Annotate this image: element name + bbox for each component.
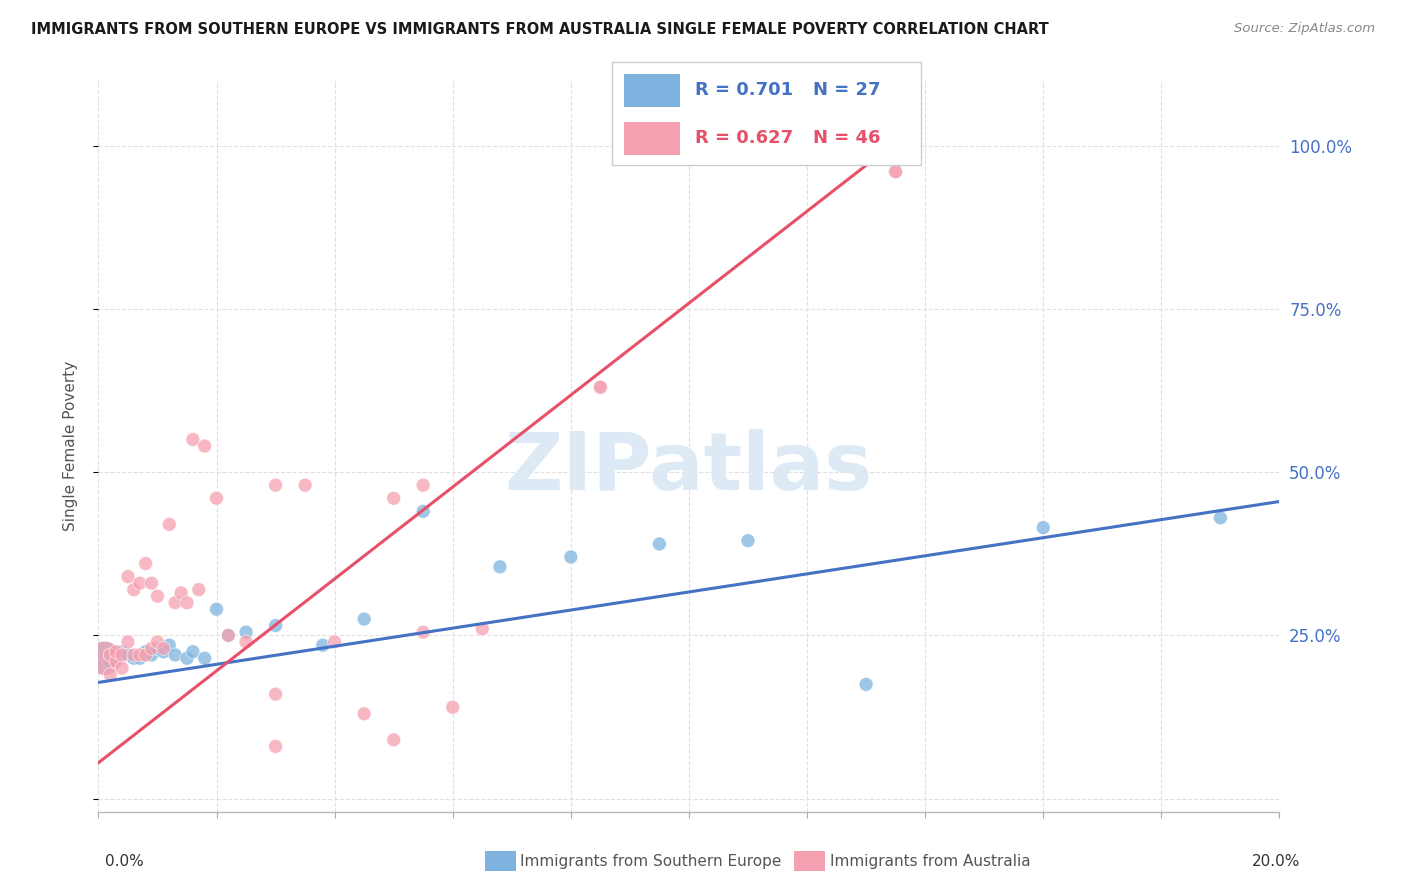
Point [264,618,287,632]
Point [589,380,612,394]
Text: Immigrants from Australia: Immigrants from Australia [830,855,1031,869]
Point [589,380,612,394]
Point [264,478,287,492]
Point [146,589,169,603]
Text: R = 0.627: R = 0.627 [695,129,793,147]
Text: N = 46: N = 46 [813,129,880,147]
Point [165,596,187,610]
Point [884,164,907,178]
Point [412,478,434,492]
Point [117,635,139,649]
Point [105,645,128,659]
FancyBboxPatch shape [612,62,921,165]
Point [122,648,145,662]
Text: Source: ZipAtlas.com: Source: ZipAtlas.com [1234,22,1375,36]
Point [93,651,115,665]
Point [122,582,145,597]
Point [353,612,375,626]
Point [176,651,198,665]
Point [412,625,434,640]
Point [187,582,209,597]
Point [98,667,121,681]
Point [855,677,877,691]
Point [181,645,204,659]
Text: 0.0%: 0.0% [105,855,145,869]
Point [194,651,217,665]
Point [135,648,157,662]
Point [353,706,375,721]
Point [165,648,187,662]
Point [323,635,346,649]
Point [146,635,169,649]
Point [98,648,121,662]
Point [128,651,150,665]
Point [135,557,157,571]
Text: IMMIGRANTS FROM SOUTHERN EUROPE VS IMMIGRANTS FROM AUSTRALIA SINGLE FEMALE POVER: IMMIGRANTS FROM SOUTHERN EUROPE VS IMMIG… [31,22,1049,37]
Point [217,628,239,642]
Point [471,622,494,636]
Point [489,559,512,574]
Point [235,635,257,649]
Point [264,739,287,754]
Point [312,638,335,652]
Point [217,628,239,642]
Point [176,596,198,610]
Point [194,439,217,453]
Point [560,549,582,564]
Point [264,687,287,701]
Point [93,651,115,665]
Text: Immigrants from Southern Europe: Immigrants from Southern Europe [520,855,782,869]
Point [152,641,174,656]
Point [141,648,163,662]
Point [111,645,134,659]
Point [98,655,121,669]
Point [205,491,228,506]
Point [141,641,163,656]
Point [181,433,204,447]
Point [128,576,150,591]
Point [412,504,434,518]
FancyBboxPatch shape [624,74,679,106]
Point [235,625,257,640]
Text: 20.0%: 20.0% [1253,855,1301,869]
Point [157,638,180,652]
Point [382,732,405,747]
Point [1209,511,1232,525]
Point [98,648,121,662]
Point [205,602,228,616]
Point [648,537,671,551]
Point [111,648,134,662]
Point [884,164,907,178]
Point [105,655,128,669]
Point [152,645,174,659]
Point [157,517,180,532]
Point [294,478,316,492]
Point [382,491,405,506]
Text: ZIPatlas: ZIPatlas [505,429,873,507]
Text: R = 0.701: R = 0.701 [695,81,793,99]
Point [141,576,163,591]
Point [122,651,145,665]
Point [105,648,128,662]
Point [105,651,128,665]
Point [111,661,134,675]
FancyBboxPatch shape [624,122,679,155]
Y-axis label: Single Female Poverty: Single Female Poverty [63,361,77,531]
Point [1032,521,1054,535]
Point [170,586,193,600]
Point [737,533,759,548]
Point [117,648,139,662]
Point [117,569,139,583]
Point [135,645,157,659]
Point [441,700,464,714]
Point [146,641,169,656]
Point [128,648,150,662]
Text: N = 27: N = 27 [813,81,880,99]
